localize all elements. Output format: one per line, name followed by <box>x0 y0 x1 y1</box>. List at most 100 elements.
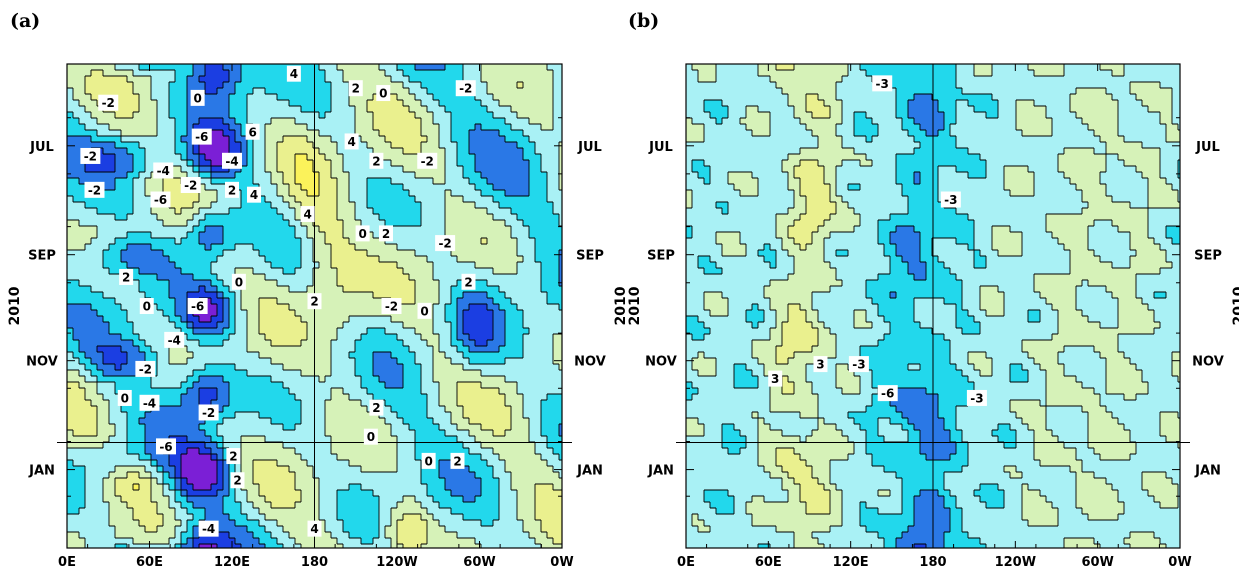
heat-cell <box>776 310 789 317</box>
heat-cell <box>686 394 693 401</box>
heat-cell <box>890 214 969 221</box>
heat-cell <box>517 262 542 269</box>
heat-cell <box>355 118 374 125</box>
heat-cell <box>776 232 789 239</box>
heat-cell <box>85 478 104 485</box>
heat-cell <box>181 538 188 545</box>
heat-cell <box>403 340 428 347</box>
heat-cell <box>499 130 524 137</box>
heat-cell <box>397 442 416 449</box>
heat-cell <box>1022 514 1059 521</box>
heat-cell <box>247 334 266 341</box>
heat-cell <box>1106 382 1149 389</box>
heat-cell <box>686 454 759 461</box>
heat-cell <box>1166 256 1180 263</box>
heat-cell <box>1046 394 1101 401</box>
heat-cell <box>439 388 458 395</box>
heat-cell <box>229 304 236 311</box>
heat-cell <box>331 82 350 89</box>
heat-cell <box>67 88 74 95</box>
heat-cell <box>686 268 705 275</box>
heat-cell <box>1118 298 1143 305</box>
heat-cell <box>830 112 843 119</box>
heat-cell <box>169 292 188 299</box>
heat-cell <box>379 508 392 515</box>
heat-cell <box>776 256 795 263</box>
heat-cell <box>331 106 356 113</box>
heat-cell <box>259 190 278 197</box>
heat-cell <box>800 454 849 461</box>
heat-cell <box>956 418 1023 425</box>
heat-cell <box>1076 298 1119 305</box>
heat-cell <box>67 322 110 329</box>
heat-cell <box>932 238 957 245</box>
heat-cell <box>782 388 795 395</box>
heat-cell <box>517 244 536 251</box>
heat-cell <box>1118 346 1180 353</box>
heat-cell <box>878 340 951 347</box>
heat-cell <box>331 394 350 401</box>
heat-cell <box>187 292 218 299</box>
heat-cell <box>415 436 458 443</box>
heat-cell <box>1106 286 1137 293</box>
heat-cell <box>1166 130 1180 137</box>
heat-cell <box>806 244 825 251</box>
heat-cell <box>307 208 338 215</box>
heat-cell <box>758 424 771 431</box>
heat-cell <box>121 496 152 503</box>
heat-cell <box>938 106 957 113</box>
heat-cell <box>145 442 164 449</box>
heat-cell <box>217 256 266 263</box>
heat-cell <box>385 136 428 143</box>
heat-cell <box>908 202 945 209</box>
panel-a: -2 042 0 -2-6 64-2-4-4 2 -2-2 -2 2 4-640 2-22 0 20 -6… <box>7 10 629 570</box>
heat-cell <box>1160 82 1180 89</box>
heat-cell <box>133 508 158 515</box>
heat-cell <box>145 148 176 155</box>
heat-cell <box>445 352 464 359</box>
heat-cell <box>439 346 458 353</box>
heat-cell <box>301 496 320 503</box>
heat-cell <box>962 436 999 443</box>
heat-cell <box>974 316 1029 323</box>
heat-cell <box>121 346 140 353</box>
heat-cell <box>133 160 146 167</box>
heat-cell <box>97 430 116 437</box>
heat-cell <box>241 460 254 467</box>
heat-cell <box>283 172 296 179</box>
heat-cell <box>1148 214 1180 221</box>
heat-cell <box>938 190 1011 197</box>
y-tick-label-right: NOV <box>1192 355 1224 370</box>
heat-cell <box>163 190 200 197</box>
heat-cell <box>85 484 104 491</box>
heat-cell <box>559 274 562 281</box>
heat-cell <box>199 340 224 347</box>
heat-cell <box>451 334 458 341</box>
heat-cell <box>1028 484 1077 491</box>
heat-cell <box>301 454 338 461</box>
heat-cell <box>860 64 957 71</box>
heat-cell <box>908 112 945 119</box>
heat-cell <box>878 124 903 131</box>
heat-cell <box>854 226 879 233</box>
heat-cell <box>914 304 957 311</box>
heat-cell <box>163 520 182 527</box>
heat-cell <box>553 352 562 359</box>
heat-cell <box>193 274 218 281</box>
heat-cell <box>67 358 80 365</box>
heat-cell <box>1130 256 1167 263</box>
heat-cell <box>337 274 410 281</box>
heat-cell <box>463 316 494 323</box>
heat-cell <box>1100 544 1131 548</box>
heat-cell <box>475 166 530 173</box>
heat-cell <box>133 328 182 335</box>
heat-cell <box>67 436 110 443</box>
heat-cell <box>866 286 963 293</box>
heat-cell <box>547 436 562 443</box>
heat-cell <box>812 472 831 479</box>
heat-cell <box>433 112 452 119</box>
heat-cell <box>241 202 272 209</box>
heat-cell <box>722 292 765 299</box>
heat-cell <box>770 544 795 548</box>
heat-cell <box>343 322 404 329</box>
